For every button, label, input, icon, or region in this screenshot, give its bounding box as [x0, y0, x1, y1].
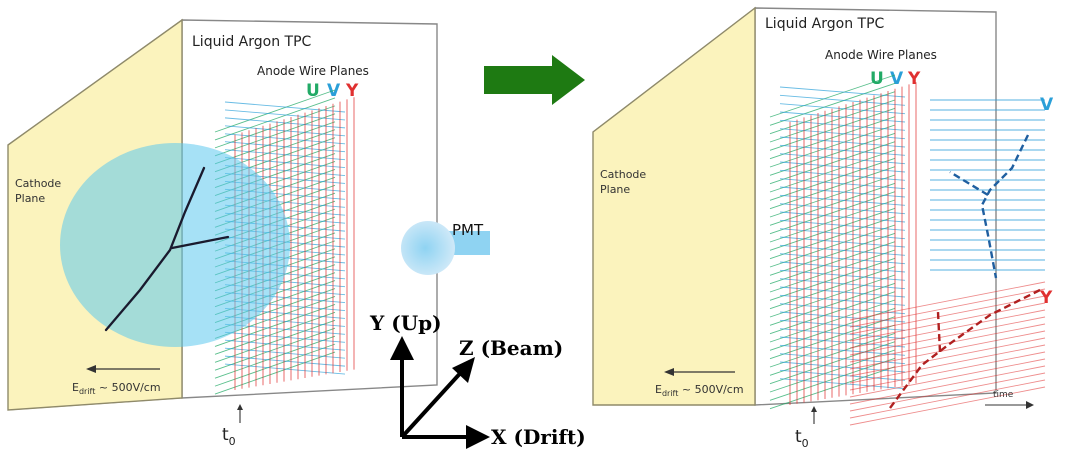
coordinate-axes: [400, 352, 470, 439]
pmt: PMT: [401, 221, 490, 275]
right-drift-arrow: [664, 368, 735, 376]
left-drift-arrow: [86, 365, 160, 373]
right-cathode-line2: Plane: [600, 183, 630, 196]
time-arrow: [985, 401, 1034, 409]
left-cathode-label: Cathode Plane: [15, 177, 65, 205]
y-axis-label: Y (Up): [369, 311, 442, 335]
right-tpc-title: Liquid Argon TPC: [765, 16, 885, 32]
left-t0-label: t0: [222, 425, 236, 448]
left-plane-y-label: Y: [345, 81, 359, 101]
left-anode-label: Anode Wire Planes: [257, 64, 369, 78]
left-tpc-title: Liquid Argon TPC: [192, 34, 312, 50]
right-plane-y-label: Y: [907, 69, 921, 89]
right-anode-label: Anode Wire Planes: [825, 48, 937, 62]
right-tpc: Liquid Argon TPC Anode Wire Planes U V Y…: [592, 6, 1054, 450]
left-cathode-line1: Cathode: [15, 177, 61, 190]
right-efield-label: Edrift ~ 500V/cm: [655, 383, 744, 398]
signal-v-label: V: [1040, 95, 1054, 115]
right-wire-signals: [849, 99, 1046, 426]
left-scintillation-light: [60, 143, 290, 347]
right-cathode-line1: Cathode: [600, 168, 646, 181]
left-plane-v-label: V: [327, 81, 341, 101]
pmt-label: PMT: [452, 221, 484, 239]
left-particle-track: [104, 166, 230, 332]
right-cathode-label: Cathode Plane: [600, 168, 650, 196]
transition-arrow: [484, 55, 585, 105]
right-t0-label: t0: [795, 427, 809, 450]
right-t0-arrow: [811, 406, 817, 424]
z-axis-arrowhead: [452, 357, 475, 383]
v-plane-track: [949, 134, 1030, 279]
right-plane-v-label: V: [890, 69, 904, 89]
right-cathode-plane: [592, 6, 756, 406]
left-tpc: Liquid Argon TPC Anode Wire Planes U V Y…: [7, 18, 438, 448]
x-axis-arrowhead: [466, 425, 490, 449]
x-axis-label: X (Drift): [491, 425, 586, 449]
left-cathode-line2: Plane: [15, 192, 45, 205]
right-plane-u-label: U: [870, 69, 884, 89]
time-label: time: [993, 390, 1014, 400]
y-plane-track: [889, 288, 1041, 409]
left-t0-arrow: [237, 404, 243, 423]
z-axis-label: Z (Beam): [459, 336, 563, 360]
left-plane-u-label: U: [306, 81, 320, 101]
y-axis-arrowhead: [390, 336, 414, 360]
left-efield-label: Edrift ~ 500V/cm: [72, 381, 161, 396]
right-anode-wire-planes: [769, 74, 917, 410]
signal-y-label: Y: [1039, 288, 1053, 308]
